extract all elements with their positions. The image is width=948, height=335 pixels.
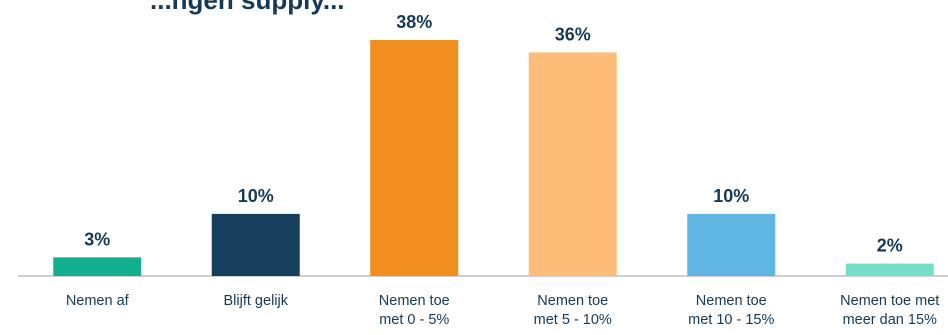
x-tick-label: Nemen toe met 10 - 15% xyxy=(688,293,774,328)
bar xyxy=(528,52,617,276)
bar-value-label: 10% xyxy=(713,186,749,206)
x-tick-label: Blijft gelijk xyxy=(224,293,289,309)
bar-value-label: 2% xyxy=(877,236,903,256)
bar xyxy=(53,257,142,276)
bar xyxy=(370,40,459,276)
x-tick-label: Nemen toe met 0 - 5% xyxy=(379,293,450,328)
bar-value-label: 36% xyxy=(555,24,591,44)
bar xyxy=(687,213,776,276)
x-tick-label: Nemen toe met meer dan 15% xyxy=(840,293,939,328)
bar xyxy=(211,213,300,276)
bar-value-label: 38% xyxy=(396,12,432,32)
x-tick-label: Nemen toe met 5 - 10% xyxy=(534,293,612,328)
bar xyxy=(845,263,934,276)
bar-value-label: 3% xyxy=(84,229,110,249)
x-tick-label: Nemen af xyxy=(66,293,130,309)
bar-value-label: 10% xyxy=(238,186,274,206)
chart-title: ...ngen supply... xyxy=(150,0,345,15)
